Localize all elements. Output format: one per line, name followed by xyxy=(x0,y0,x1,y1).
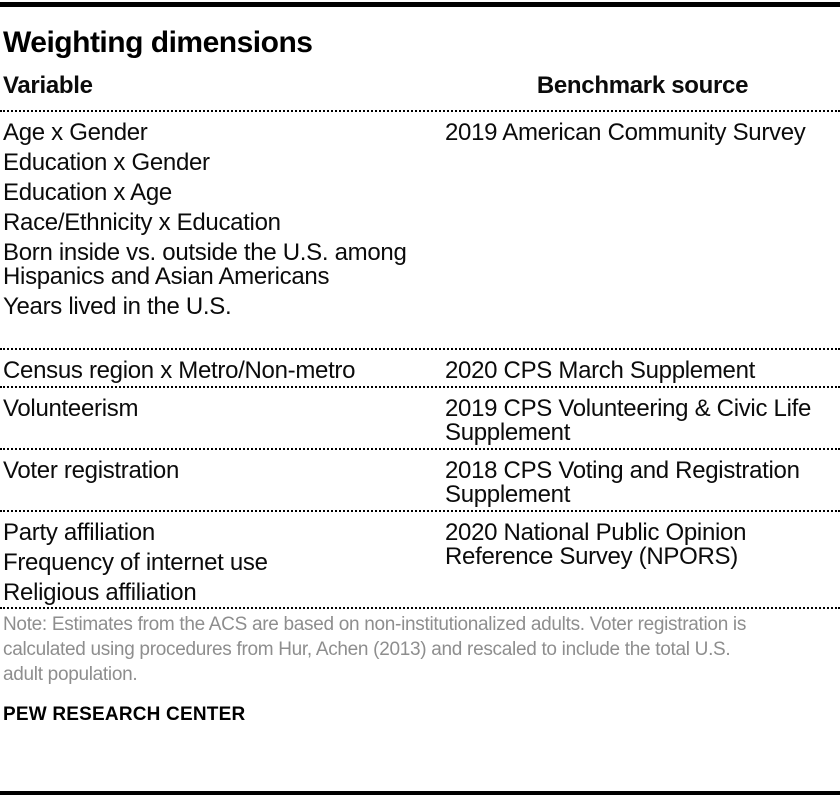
column-header-variable: Variable xyxy=(3,72,93,99)
variable-item: Voter registration xyxy=(3,457,180,484)
variable-cell: Census region x Metro/Non-metro xyxy=(3,359,445,383)
table-row: Party affiliation Frequency of internet u… xyxy=(0,512,840,609)
column-header-benchmark-source: Benchmark source xyxy=(536,72,749,99)
table-row: Voter registration 2018 CPS Voting and Re… xyxy=(0,450,840,512)
variable-cell: Age x Gender Education x Gender Education … xyxy=(3,121,445,319)
source-attribution: PEW RESEARCH CENTER xyxy=(3,704,246,725)
variable-item: Years lived in the U.S. xyxy=(3,293,232,320)
benchmark-source-cell: 2019 American Community Survey xyxy=(445,119,806,146)
table-header-row: Variable Benchmark source xyxy=(0,74,840,112)
variable-item: Census region x Metro/Non-metro xyxy=(3,357,356,384)
benchmark-source-cell: 2018 CPS Voting and Registration Supplem… xyxy=(445,457,800,508)
note-text: Note: Estimates from the ACS are based o… xyxy=(3,614,747,685)
variable-item: Race/Ethnicity x Education xyxy=(3,209,281,236)
variable-cell: Voter registration xyxy=(3,459,445,507)
table-row: Age x Gender Education x Gender Education … xyxy=(0,112,840,350)
benchmark-source-cell: 2020 CPS March Supplement xyxy=(445,357,756,384)
variable-item: Born inside vs. outside the U.S. among H… xyxy=(3,239,407,290)
variable-cell: Volunteerism xyxy=(3,397,445,445)
variable-item: Religious affiliation xyxy=(3,579,197,606)
bottom-rule xyxy=(0,791,840,795)
benchmark-source-cell: 2019 CPS Volunteering & Civic Life Suppl… xyxy=(445,395,812,446)
variable-item: Party affiliation xyxy=(3,519,155,546)
table-body: Age x Gender Education x Gender Education … xyxy=(0,112,840,609)
variable-item: Education x Gender xyxy=(3,149,210,176)
page-title: Weighting dimensions xyxy=(3,26,313,59)
variable-item: Age x Gender xyxy=(3,119,148,146)
table-row: Census region x Metro/Non-metro 2020 CPS … xyxy=(0,350,840,388)
table-row: Volunteerism 2019 CPS Volunteering & Civi… xyxy=(0,388,840,450)
top-rule xyxy=(0,2,840,7)
variable-item: Education x Age xyxy=(3,179,172,206)
benchmark-source-cell: 2020 National Public Opinion Reference S… xyxy=(445,519,747,570)
variable-cell: Party affiliation Frequency of internet u… xyxy=(3,521,445,605)
variable-item: Volunteerism xyxy=(3,395,139,422)
variable-item: Frequency of internet use xyxy=(3,549,268,576)
